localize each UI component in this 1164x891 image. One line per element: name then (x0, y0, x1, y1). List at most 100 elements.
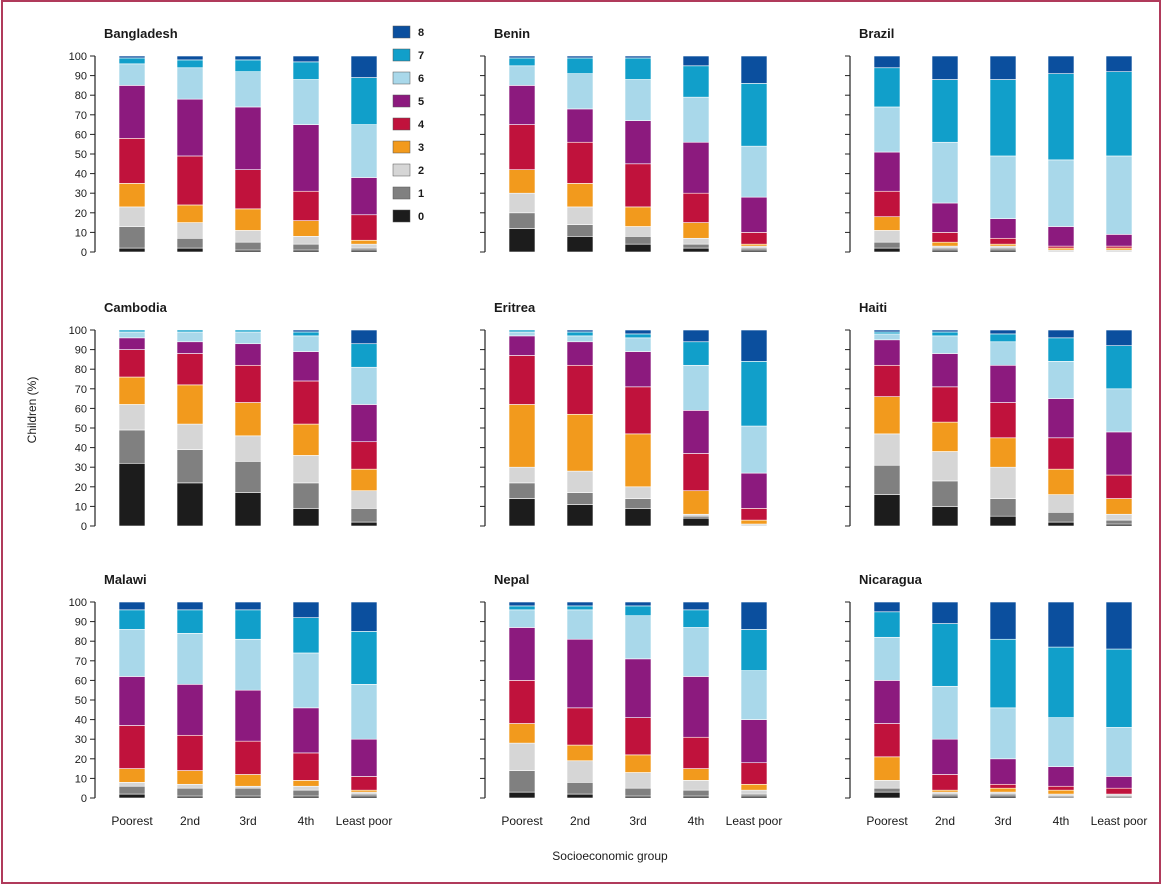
segment-1 (176, 449, 204, 484)
y-tick-label: 80 (75, 90, 87, 102)
y-tick-label: 70 (75, 656, 87, 668)
legend-item-8: 8 (392, 25, 424, 39)
bar-nepal-3 (624, 601, 652, 799)
segment-7 (624, 333, 652, 339)
segment-3 (350, 239, 378, 245)
segment-6 (873, 106, 901, 153)
segment-5 (234, 106, 262, 170)
legend-item-6: 6 (392, 71, 424, 85)
segment-4 (292, 380, 320, 425)
segment-7 (350, 631, 378, 685)
y-tick-label: 10 (75, 773, 87, 785)
segment-1 (118, 429, 146, 464)
segment-8 (118, 55, 146, 59)
segment-7 (118, 329, 146, 333)
segment-7 (931, 79, 959, 143)
segment-4 (118, 349, 146, 378)
segment-6 (292, 79, 320, 125)
segment-6 (682, 627, 710, 677)
segment-7 (566, 605, 594, 611)
segment-3 (1105, 498, 1133, 515)
bar-malawi-1 (118, 601, 146, 799)
panel-title: Benin (494, 26, 530, 41)
category-label: 3rd (239, 814, 256, 828)
segment-0 (508, 791, 536, 799)
segment-7 (234, 59, 262, 72)
segment-3 (566, 744, 594, 762)
bar-benin-3 (624, 55, 652, 253)
segment-5 (873, 339, 901, 366)
segment-2 (292, 785, 320, 791)
segment-0 (508, 498, 536, 527)
panel-title: Nicaragua (859, 572, 923, 587)
segment-6 (1047, 717, 1075, 767)
bar-nepal-1 (508, 601, 536, 799)
segment-4 (989, 237, 1017, 245)
segment-8 (292, 55, 320, 63)
segment-8 (176, 601, 204, 611)
segment-5 (1105, 234, 1133, 247)
segment-4 (292, 752, 320, 781)
legend-item-0: 0 (392, 209, 424, 223)
legend-swatch (392, 140, 411, 154)
segment-5 (1047, 766, 1075, 787)
segment-1 (873, 787, 901, 793)
segment-4 (176, 155, 204, 206)
segment-7 (350, 77, 378, 125)
segment-1 (292, 789, 320, 797)
bar-haiti-3 (989, 329, 1017, 527)
segment-8 (1047, 55, 1075, 74)
bar-bangladesh-4 (292, 55, 320, 253)
segment-0 (1047, 521, 1075, 527)
segment-4 (740, 762, 768, 785)
bar-nepal-2 (566, 601, 594, 799)
segment-4 (624, 717, 652, 756)
y-tick-label: 100 (69, 51, 87, 63)
segment-6 (118, 629, 146, 677)
panel-title: Cambodia (104, 300, 168, 315)
segment-7 (740, 629, 768, 671)
segment-6 (624, 79, 652, 121)
bar-haiti-2 (931, 329, 959, 527)
segment-3 (931, 421, 959, 452)
segment-5 (682, 676, 710, 738)
segment-3 (682, 222, 710, 239)
y-tick-label: 30 (75, 188, 87, 200)
segment-6 (1047, 159, 1075, 227)
legend-swatch (392, 163, 411, 177)
bar-cambodia-4 (292, 329, 320, 527)
segment-2 (508, 192, 536, 214)
segment-5 (931, 202, 959, 233)
segment-1 (566, 782, 594, 795)
segment-7 (566, 57, 594, 74)
legend-label: 8 (418, 27, 424, 39)
segment-6 (931, 335, 959, 354)
segment-8 (740, 329, 768, 362)
segment-5 (1105, 776, 1133, 789)
segment-2 (508, 466, 536, 484)
segment-6 (682, 364, 710, 411)
bar-cambodia-5 (350, 329, 378, 527)
segment-1 (873, 464, 901, 495)
segment-3 (176, 384, 204, 425)
segment-2 (176, 423, 204, 450)
segment-5 (508, 85, 536, 125)
segment-4 (1105, 787, 1133, 795)
segment-7 (682, 609, 710, 628)
segment-1 (566, 224, 594, 237)
segment-5 (118, 85, 146, 139)
segment-6 (624, 337, 652, 352)
segment-7 (1105, 71, 1133, 157)
segment-8 (682, 601, 710, 611)
bar-brazil-2 (931, 55, 959, 253)
segment-0 (350, 521, 378, 527)
segment-6 (873, 636, 901, 681)
bar-nicaragua-1 (873, 601, 901, 799)
segment-7 (740, 83, 768, 147)
segment-8 (234, 601, 262, 611)
segment-0 (682, 247, 710, 253)
bar-haiti-5 (1105, 329, 1133, 527)
y-tick-label: 30 (75, 734, 87, 746)
segment-3 (176, 770, 204, 785)
segment-8 (624, 601, 652, 607)
